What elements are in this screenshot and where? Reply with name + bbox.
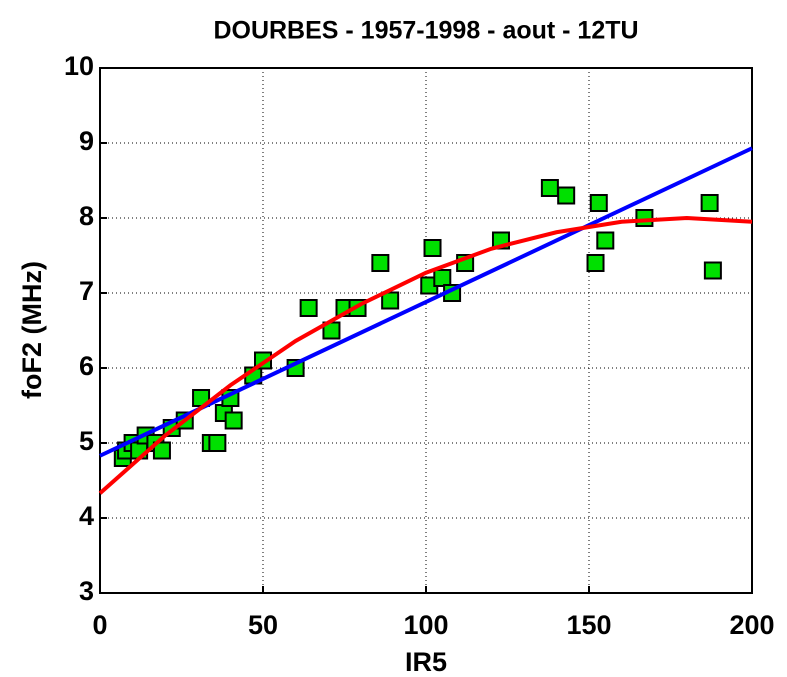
x-tick-label: 50 [248, 610, 278, 640]
y-tick-label: 6 [79, 351, 94, 381]
scatter-point [586, 254, 605, 272]
y-tick-label: 9 [79, 126, 94, 156]
y-tick-label: 7 [79, 276, 94, 306]
scatter-point [433, 269, 452, 287]
x-tick-label: 150 [566, 610, 611, 640]
x-tick-label: 200 [729, 610, 774, 640]
scatter-point [423, 239, 442, 257]
chart-title: DOURBES - 1957-1998 - aout - 12TU [213, 17, 638, 45]
plot-frame [99, 67, 753, 594]
y-tick-label: 3 [79, 576, 94, 606]
scatter-point [557, 186, 576, 205]
scatter-point [224, 411, 243, 430]
scatter-point [589, 194, 608, 212]
y-tick-label: 4 [79, 501, 94, 531]
scatter-point [635, 209, 654, 227]
scatter-point [381, 291, 400, 310]
fit-line [98, 215, 753, 495]
scatter-point [371, 254, 390, 272]
x-tick-label: 0 [92, 610, 107, 640]
scatter-point [299, 299, 318, 317]
y-tick-label: 10 [64, 51, 94, 81]
scatter-point [703, 261, 722, 280]
scatter-point [152, 441, 171, 460]
scatter-point [540, 179, 559, 197]
x-tick-label: 100 [403, 610, 448, 640]
y-tick-label: 8 [79, 201, 94, 231]
y-axis-label: foF2 (MHz) [17, 261, 47, 399]
x-axis-label: IR5 [405, 647, 447, 677]
y-tick-label: 5 [79, 426, 94, 456]
scatter-point [208, 434, 227, 452]
scatter-point [700, 194, 719, 212]
scatter-point [596, 231, 615, 250]
